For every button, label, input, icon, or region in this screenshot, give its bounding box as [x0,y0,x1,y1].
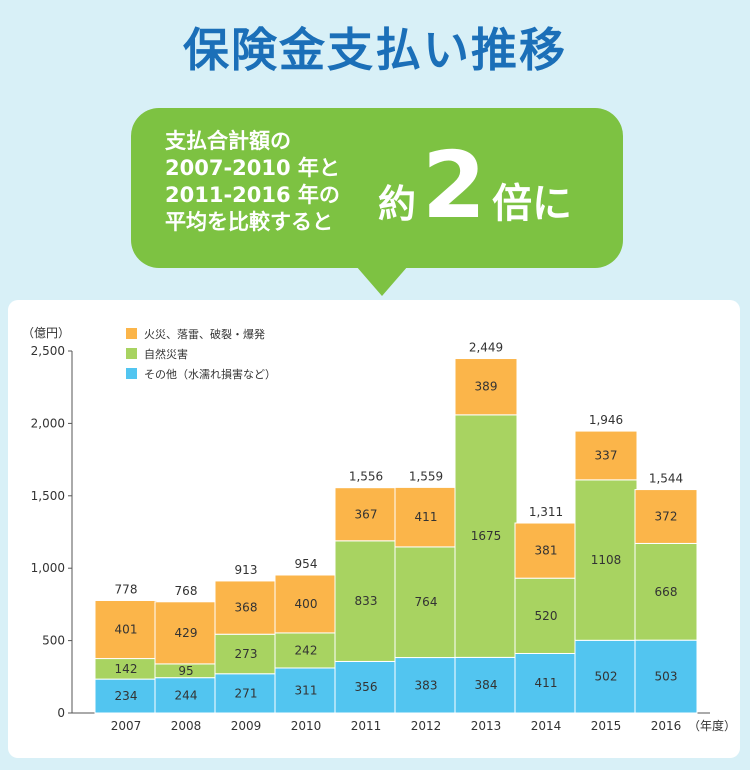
callout-line: 2007-2010 年と [165,156,340,180]
segment-value-label: 337 [595,448,618,462]
y-tick-label: 1,000 [31,561,65,575]
bar-segment [274,667,338,714]
callout-suffix: 倍に [492,181,573,227]
segment-value-label: 311 [295,683,318,697]
segment-value-label: 383 [415,678,438,692]
bar-segment [514,577,578,654]
legend-label: 火災、落雷、破裂・爆発 [144,327,265,341]
segment-value-label: 273 [235,647,258,661]
callout-line: 2011-2016 年の [165,183,340,207]
bar-total-label: 768 [175,584,198,598]
y-tick-label: 500 [42,634,65,648]
segment-value-label: 356 [355,680,378,694]
bar-total-label: 2,449 [469,341,503,355]
segment-value-label: 400 [295,597,318,611]
bar-segment [574,479,638,641]
bar-segment [274,632,338,669]
x-tick-label: 2007 [111,719,142,733]
x-tick-label: 2010 [291,719,322,733]
segment-value-label: 372 [655,510,678,524]
callout-line: 平均を比較すると [165,210,333,234]
x-axis-unit-label: （年度） [688,718,736,733]
segment-value-label: 1675 [471,529,502,543]
bar-segment [634,489,698,544]
callout-line: 支払合計額の [165,129,291,153]
bar-segment [574,430,638,481]
bar-segment [454,414,518,658]
page-title: 保険金支払い推移 [183,23,567,77]
chart-card: 0 500 1,000 1,500 2,000 2,500 （億円） 234 142 401 778… [8,300,740,758]
segment-value-label: 502 [595,670,618,684]
legend-swatch [126,348,137,359]
bar-segment [394,546,458,659]
segment-value-label: 1108 [591,553,622,567]
callout-text: 支払合計額の 2007-2010 年と 2011-2016 年の 平均を比較する… [165,128,395,236]
segment-value-label: 503 [655,670,678,684]
segment-value-label: 401 [115,623,138,637]
segment-value-label: 411 [415,510,438,524]
bar-segment [94,678,158,714]
y-tick-label: 2,000 [31,416,65,430]
y-tick-label: 1,500 [31,489,65,503]
segment-value-label: 234 [115,689,138,703]
segment-value-label: 389 [475,380,498,394]
callout-number: 2 [422,132,487,239]
segment-value-label: 384 [475,678,498,692]
x-tick-label: 2014 [531,719,562,733]
legend-swatch [126,328,137,339]
y-tick-label: 2,500 [31,344,65,358]
legend-swatch [126,368,137,379]
segment-value-label: 764 [415,595,438,609]
bar-total-label: 1,559 [409,469,443,483]
bar-segment [154,677,218,714]
segment-value-label: 381 [535,544,558,558]
segment-value-label: 95 [178,664,193,678]
legend-label: 自然災害 [144,347,188,361]
bar-total-label: 1,556 [349,470,383,484]
callout-bubble [131,108,623,268]
callout-bubble-tail [356,266,408,296]
x-tick-label: 2008 [171,719,202,733]
x-tick-label: 2011 [351,719,382,733]
segment-value-label: 429 [175,626,198,640]
callout-highlight: 約 2 倍に [378,136,572,246]
bar-segment [634,542,698,641]
x-tick-label: 2012 [411,719,442,733]
x-tick-label: 2016 [651,719,682,733]
bar-total-label: 913 [235,563,258,577]
segment-value-label: 668 [655,585,678,599]
segment-value-label: 242 [295,643,318,657]
bar-segment [274,574,338,634]
segment-value-label: 244 [175,688,198,702]
bar-segment [214,580,278,635]
x-tick-label: 2013 [471,719,502,733]
segment-value-label: 411 [535,676,558,690]
bar-segment [454,358,518,416]
segment-value-label: 520 [535,609,558,623]
x-tick-label: 2009 [231,719,262,733]
x-tick-label: 2015 [591,719,622,733]
bar-segment [214,633,278,675]
bar-total-label: 954 [295,557,318,571]
y-axis-unit-label: （億円） [22,326,70,340]
bar-segment [514,522,578,579]
stacked-bar-chart: 0 500 1,000 1,500 2,000 2,500 （億円） 234 142 401 778… [22,326,736,733]
bar-segment [454,656,518,714]
segment-value-label: 142 [115,662,138,676]
bar-total-label: 778 [115,582,138,596]
segment-value-label: 367 [355,507,378,521]
segment-value-label: 368 [235,601,258,615]
y-tick-label: 0 [57,706,65,720]
bar-total-label: 1,544 [649,472,683,486]
segment-value-label: 833 [355,594,378,608]
bar-segment [574,639,638,714]
bar-segment [394,486,458,548]
segment-value-label: 271 [235,686,258,700]
callout-prefix: 約 [378,182,417,226]
legend-label: その他（水濡れ損害など） [144,367,276,381]
bar-total-label: 1,946 [589,413,623,427]
bar-total-label: 1,311 [529,505,563,519]
